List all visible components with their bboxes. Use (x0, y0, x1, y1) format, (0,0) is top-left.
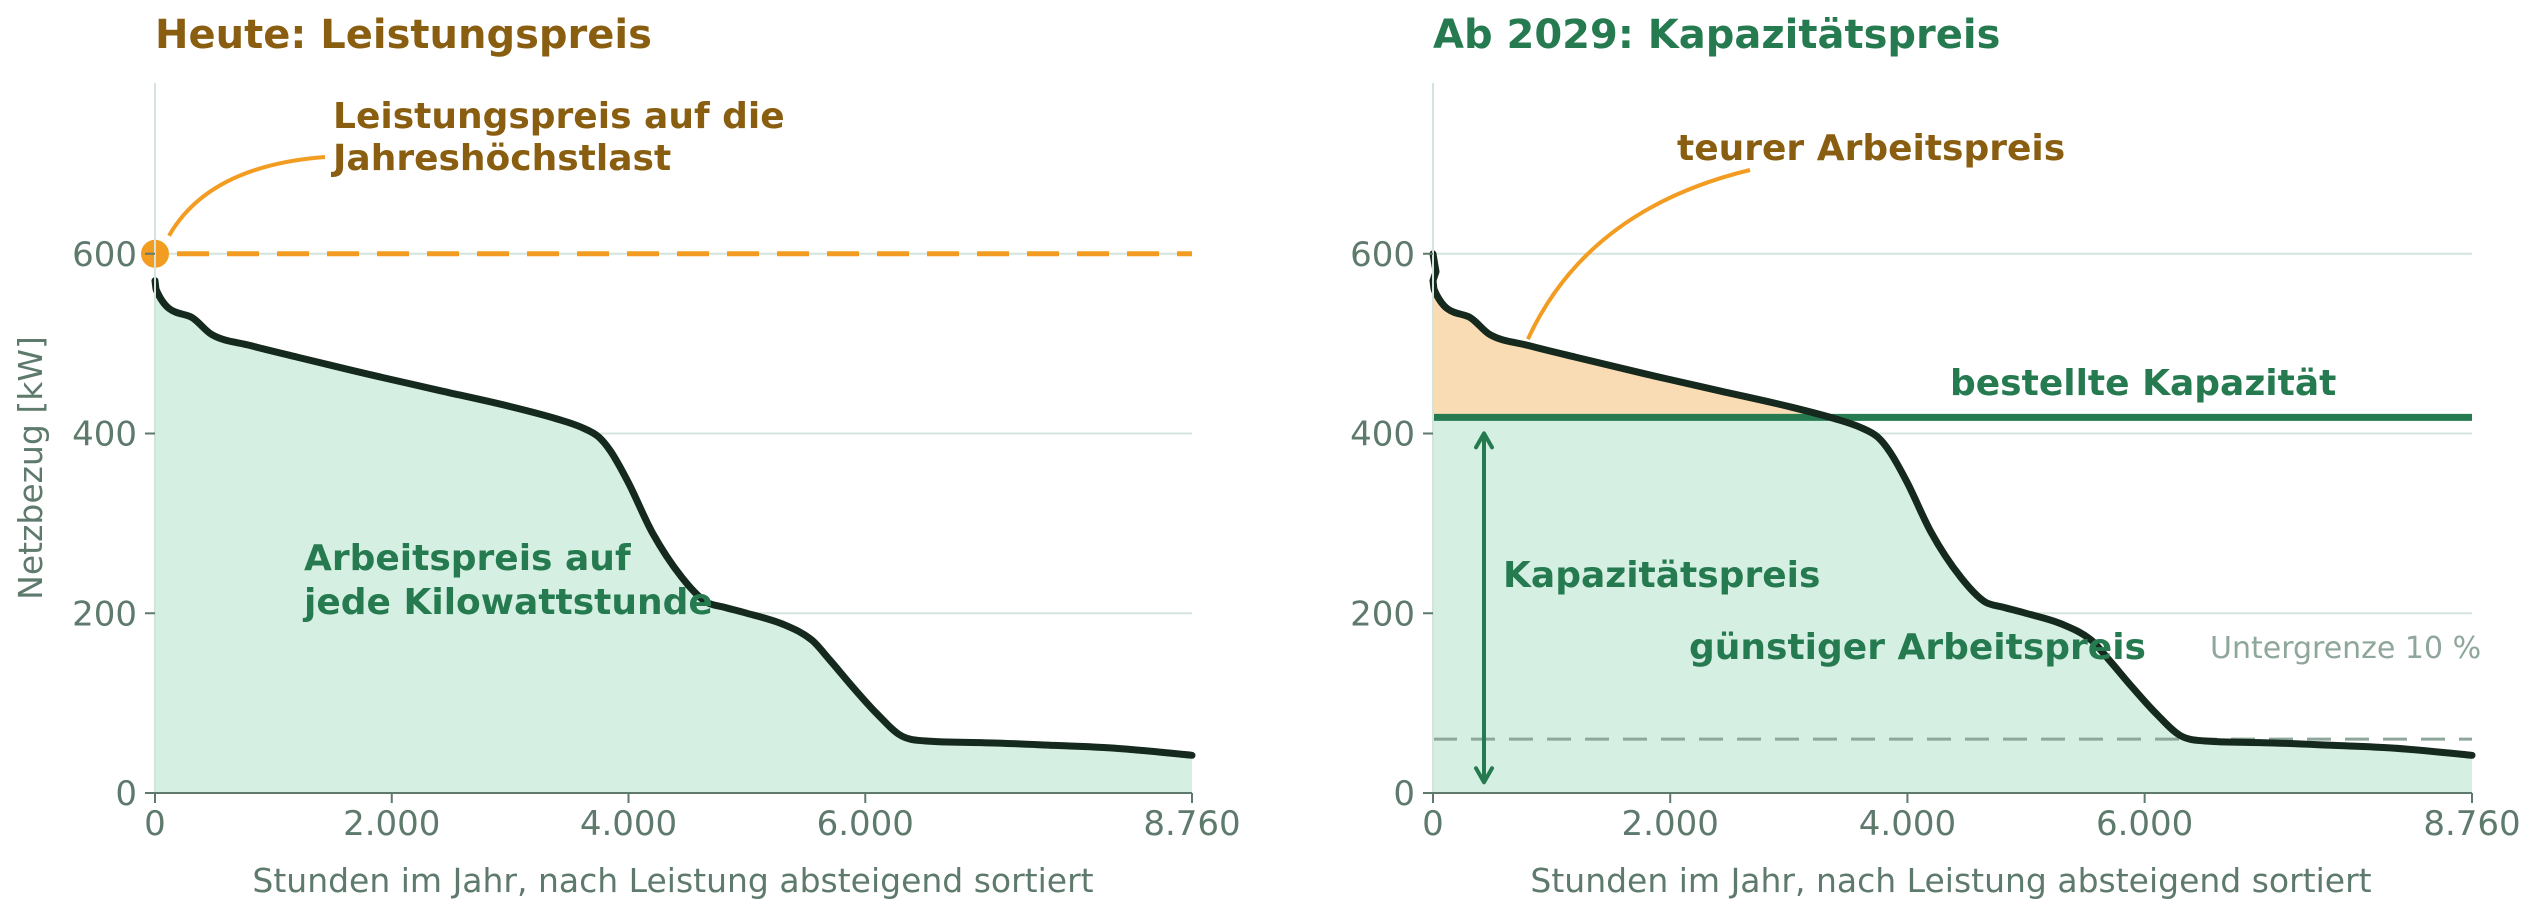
left-x-tick-label: 0 (144, 804, 166, 844)
right-expensive-leader-line (1526, 168, 1751, 340)
left-area-annotation-line-2: jede Kilowattstunde (302, 582, 713, 623)
right-y-ticks: 0 200 400 600 (1350, 235, 1433, 814)
right-expensive-energy-area (1433, 280, 1830, 418)
left-y-tick-label: 200 (72, 594, 137, 634)
left-load-duration-curve (151, 277, 1196, 759)
right-y-tick-label: 200 (1350, 594, 1415, 634)
left-x-axis-label: Stunden im Jahr, nach Leistung absteigen… (252, 861, 1093, 900)
left-area-annotation: Arbeitspreis auf jede Kilowattstunde (302, 538, 713, 623)
left-peak-annotation-line-2: Jahreshöchstlast (330, 138, 671, 179)
right-x-axis-label: Stunden im Jahr, nach Leistung absteigen… (1530, 861, 2371, 900)
right-cheap-annotation: günstiger Arbeitspreis (1689, 627, 2146, 668)
right-y-tick-label: 400 (1350, 415, 1415, 455)
right-capacity-line-annotation: bestellte Kapazität (1950, 363, 2336, 404)
right-x-tick-label: 4.000 (1859, 804, 1956, 844)
right-panel: Ab 2029: Kapazitätspreis 0 200 400 600 0 2.0… (1350, 12, 2521, 900)
left-area-annotation-line-1: Arbeitspreis auf (304, 538, 631, 579)
right-x-tick-label: 6.000 (2096, 804, 2193, 844)
left-x-ticks: 0 2.000 4.000 6.000 8.760 (144, 793, 1241, 844)
left-y-tick-label: 400 (72, 415, 137, 455)
right-x-tick-label: 2.000 (1622, 804, 1719, 844)
right-load-duration-curve (1429, 250, 2476, 759)
right-floor-annotation: Untergrenze 10 % (2210, 631, 2481, 666)
right-capacity-price-annotation: Kapazitätspreis (1503, 555, 1820, 596)
left-x-tick-label: 6.000 (817, 804, 914, 844)
left-chart-title: Heute: Leistungspreis (155, 12, 652, 58)
right-expensive-annotation: teurer Arbeitspreis (1677, 128, 2065, 169)
left-y-tick-label: 600 (72, 235, 137, 275)
left-x-tick-label: 2.000 (343, 804, 440, 844)
left-x-tick-label: 4.000 (580, 804, 677, 844)
left-peak-annotation: Leistungspreis auf die Jahreshöchstlast (330, 96, 797, 179)
right-capacity-arrow-head-top (1474, 431, 1494, 450)
right-capacity-arrow-head-bottom (1474, 766, 1494, 785)
left-peak-annotation-line-1: Leistungspreis auf die (333, 96, 785, 137)
right-x-ticks: 0 2.000 4.000 6.000 8.760 (1422, 793, 2521, 844)
left-x-tick-label: 8.760 (1143, 804, 1240, 844)
left-y-tick-label: 0 (115, 774, 137, 814)
left-y-axis-label: Netzbezug [kW] (11, 336, 50, 600)
right-y-tick-label: 0 (1393, 774, 1415, 814)
right-chart-title: Ab 2029: Kapazitätspreis (1433, 12, 2000, 58)
left-consumption-area (155, 280, 1192, 793)
left-y-ticks: 0 200 400 600 (72, 235, 155, 814)
right-x-tick-label: 0 (1422, 804, 1444, 844)
left-panel: Heute: Leistungspreis 0 200 400 600 0 2.000 4… (11, 12, 1241, 900)
right-y-tick-label: 600 (1350, 235, 1415, 275)
right-x-tick-label: 8.760 (2423, 804, 2520, 844)
left-peak-leader-line (167, 155, 326, 237)
